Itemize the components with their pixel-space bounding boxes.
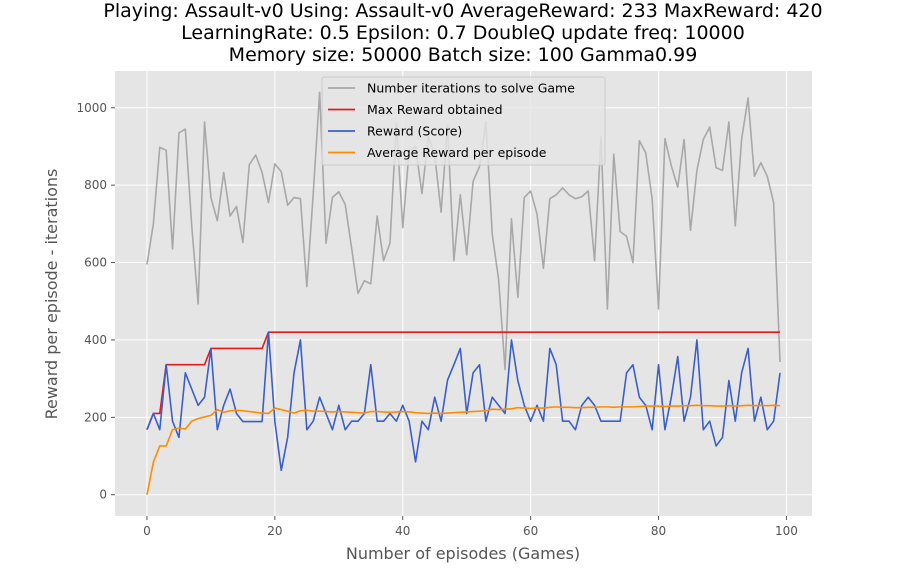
y-tick-label: 200: [84, 410, 107, 424]
legend-label: Max Reward obtained: [367, 102, 503, 117]
series-layer: [146, 91, 781, 495]
x-tick-label: 0: [143, 524, 151, 538]
y-tick-label: 1000: [76, 101, 107, 115]
y-tick-label: 400: [84, 333, 107, 347]
x-axis: 0 20 40 60 80 100: [143, 516, 798, 538]
chart-title: Playing: Assault-v0 Using: Assault-v0 Av…: [103, 0, 822, 66]
legend-label: Average Reward per episode: [367, 145, 547, 160]
legend-box: [321, 76, 606, 166]
y-axis-label: Reward per episode - iterations: [42, 169, 61, 420]
y-tick-label: 600: [84, 256, 107, 270]
legend-item-max-reward: Max Reward obtained: [328, 102, 503, 117]
legend-label: Number iterations to solve Game: [367, 81, 575, 96]
legend-label: Reward (Score): [367, 124, 462, 139]
legend-item-reward-score: Reward (Score): [328, 124, 462, 139]
y-tick-label: 0: [99, 488, 107, 502]
y-axis: 0 200 400 600 800 1000: [76, 101, 115, 502]
x-tick-label: 80: [651, 524, 666, 538]
x-tick-label: 60: [523, 524, 538, 538]
title-line-1: Playing: Assault-v0 Using: Assault-v0 Av…: [103, 0, 822, 22]
x-tick-label: 40: [395, 524, 410, 538]
legend: Number iterations to solve Game Max Rewar…: [321, 76, 606, 166]
x-tick-label: 20: [267, 524, 282, 538]
title-line-3: Memory size: 50000 Batch size: 100 Gamma…: [229, 44, 698, 66]
legend-item-average-reward: Average Reward per episode: [328, 145, 547, 160]
iterations-series-line: [146, 91, 781, 371]
max-reward-series-line: [146, 331, 781, 431]
legend-item-iterations: Number iterations to solve Game: [328, 81, 575, 96]
average-reward-series-line: [146, 404, 781, 495]
title-line-2: LearningRate: 0.5 Epsilon: 0.7 DoubleQ u…: [181, 22, 745, 44]
reward-score-series-line: [146, 331, 781, 472]
x-axis-label: Number of episodes (Games): [346, 544, 580, 563]
y-tick-label: 800: [84, 178, 107, 192]
x-tick-label: 100: [775, 524, 798, 538]
